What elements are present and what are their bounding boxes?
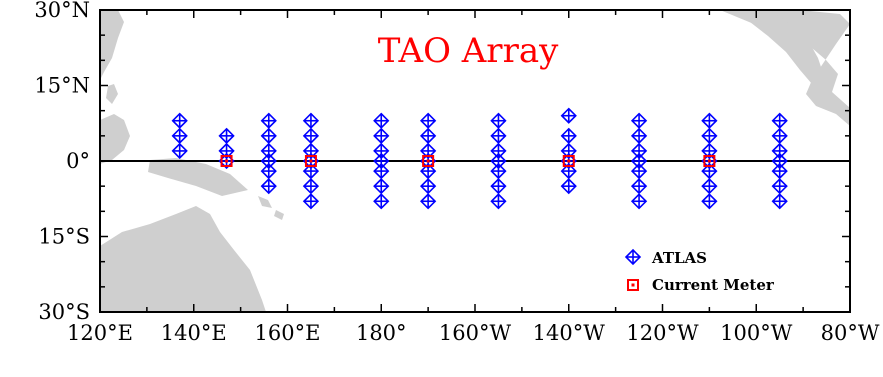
y-tick-label: 30°N: [34, 0, 90, 22]
atlas-marker-icon: [630, 193, 648, 210]
atlas-marker-icon: [490, 112, 507, 129]
land-asia-philippines: [100, 10, 124, 80]
land-north-america: [720, 10, 850, 126]
x-tick-label: 120°W: [626, 321, 699, 345]
atlas-marker-icon: [419, 127, 437, 144]
legend-current-meter-marker-icon: [627, 279, 639, 291]
x-tick-label: 80°W: [821, 321, 880, 345]
atlas-marker-icon: [302, 112, 320, 129]
y-tick-label: 0°: [66, 149, 90, 173]
atlas-marker-icon: [373, 112, 390, 129]
atlas-marker-icon: [373, 162, 390, 180]
land-solomon-islands: [258, 196, 284, 220]
current-meter-marker-icon: [220, 155, 233, 167]
atlas-marker-icon: [701, 127, 718, 144]
atlas-marker-icon: [490, 127, 507, 144]
atlas-marker-icon: [171, 142, 188, 160]
x-tick-label: 160°W: [439, 321, 512, 345]
atlas-marker-icon: [560, 127, 577, 144]
atlas-marker-icon: [630, 178, 648, 195]
atlas-marker-icon: [419, 193, 437, 210]
atlas-marker-icon: [302, 193, 320, 210]
land-philippines-islands: [106, 84, 118, 104]
y-tick-label: 15°N: [34, 74, 90, 98]
atlas-marker-icon: [701, 112, 718, 129]
x-tick-label: 140°E: [161, 321, 227, 345]
atlas-marker-icon: [302, 178, 320, 195]
axis-ticks: [99, 9, 851, 313]
atlas-marker-icon: [771, 127, 788, 144]
land-australia: [100, 206, 266, 312]
atlas-marker-icon: [373, 178, 390, 195]
atlas-marker-icon: [490, 162, 507, 180]
atlas-marker-icon: [701, 193, 718, 210]
legend: ATLAS Current Meter: [624, 248, 775, 294]
y-tick-label: 30°S: [38, 300, 90, 324]
atlas-marker-icon: [302, 127, 320, 144]
y-tick-label: 15°S: [38, 225, 90, 249]
atlas-marker-icon: [490, 193, 507, 210]
atlas-marker-icon: [771, 162, 788, 180]
atlas-marker-icon: [260, 112, 277, 129]
current-meter-marker-icon: [422, 155, 435, 167]
atlas-marker-icon: [630, 127, 648, 144]
atlas-marker-icon: [260, 127, 277, 144]
y-axis-labels: 30°N 15°N 0° 15°S 30°S: [34, 0, 90, 324]
atlas-marker-icon: [260, 162, 277, 180]
atlas-marker-icon: [701, 178, 718, 195]
atlas-marker-icon: [771, 178, 788, 195]
legend-current-meter-label: Current Meter: [652, 276, 775, 294]
map-title: TAO Array: [378, 31, 559, 71]
atlas-marker-icon: [419, 112, 437, 129]
atlas-marker-icon: [419, 178, 437, 195]
current-meter-marker-icon: [627, 279, 639, 291]
x-tick-label: 120°E: [67, 321, 133, 345]
atlas-moorings: [171, 107, 788, 210]
atlas-marker-icon: [171, 112, 188, 129]
atlas-marker-icon: [218, 127, 235, 144]
atlas-marker-icon: [624, 248, 642, 266]
atlas-marker-icon: [171, 127, 188, 144]
x-tick-label: 140°W: [533, 321, 606, 345]
land-borneo-indonesia: [100, 114, 130, 164]
land-masses: [100, 10, 850, 312]
atlas-marker-icon: [260, 178, 277, 195]
land-baja-mexico: [740, 10, 824, 84]
x-tick-label: 100°W: [720, 321, 793, 345]
current-meter-marker-icon: [562, 155, 575, 167]
legend-atlas-label: ATLAS: [651, 249, 707, 267]
current-meter-marker-icon: [304, 155, 317, 167]
atlas-marker-icon: [560, 107, 577, 124]
atlas-marker-icon: [373, 193, 390, 210]
atlas-marker-icon: [373, 127, 390, 144]
x-tick-label: 180°: [356, 321, 407, 345]
x-tick-label: 160°E: [255, 321, 321, 345]
current-meter-moorings: [220, 155, 716, 167]
atlas-marker-icon: [771, 193, 788, 210]
atlas-marker-icon: [490, 178, 507, 195]
current-meter-marker-icon: [703, 155, 716, 167]
atlas-marker-icon: [630, 162, 648, 180]
atlas-marker-icon: [630, 112, 648, 129]
atlas-marker-icon: [771, 112, 788, 129]
atlas-marker-icon: [560, 178, 577, 195]
land-new-guinea: [148, 158, 248, 196]
x-axis-labels: 120°E 140°E 160°E 180° 160°W 140°W 120°W 100°W 8…: [67, 321, 880, 345]
legend-atlas-marker-icon: [624, 248, 642, 266]
